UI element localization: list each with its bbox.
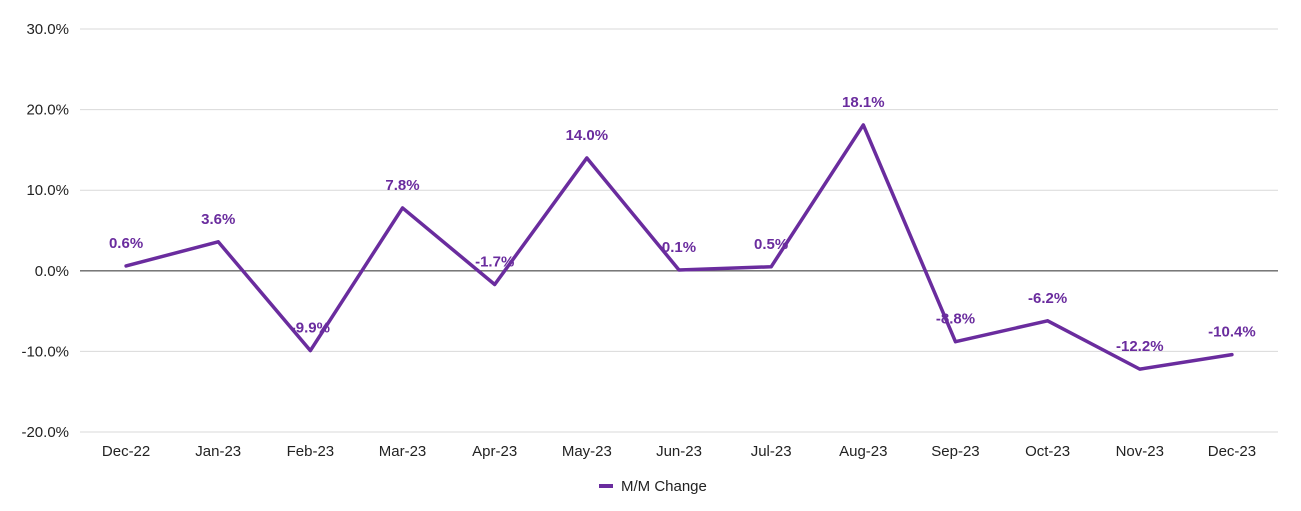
data-point (1046, 319, 1050, 323)
data-label: 18.1% (842, 94, 885, 111)
data-point (124, 264, 128, 268)
data-label: -9.9% (291, 320, 330, 337)
data-label: -12.2% (1116, 338, 1164, 355)
y-tick-label: 30.0% (26, 21, 69, 38)
x-tick-label: Jan-23 (195, 443, 241, 460)
data-point (1138, 367, 1142, 371)
data-point (953, 340, 957, 344)
series-m-m-change (124, 123, 1234, 371)
data-label: 7.8% (385, 177, 419, 194)
data-point (216, 240, 220, 244)
x-tick-label: Apr-23 (472, 443, 517, 460)
data-point (1230, 353, 1234, 357)
x-tick-label: Nov-23 (1116, 443, 1164, 460)
data-labels: 0.6% 3.6% -9.9% 7.8% -1.7% 14.0% 0.1% 0.5% 18.1%… (109, 94, 1256, 355)
data-point (493, 283, 497, 287)
x-tick-label: May-23 (562, 443, 612, 460)
y-tick-label: 0.0% (35, 263, 69, 280)
x-tick-label: Sep-23 (931, 443, 979, 460)
data-label: 0.6% (109, 235, 143, 252)
y-axis-ticks: 30.0% 20.0% 10.0% 0.0% -10.0% -20.0% (21, 21, 69, 441)
data-point (769, 265, 773, 269)
legend-label: M/M Change (621, 478, 707, 495)
data-label: -10.4% (1208, 324, 1256, 341)
x-tick-label: Dec-23 (1208, 443, 1256, 460)
data-point (308, 349, 312, 353)
x-tick-label: Jul-23 (751, 443, 792, 460)
x-tick-label: Jun-23 (656, 443, 702, 460)
data-label: 0.1% (662, 239, 696, 256)
data-label: -1.7% (475, 254, 514, 271)
x-tick-label: Mar-23 (379, 443, 427, 460)
y-tick-label: -10.0% (21, 343, 69, 360)
data-point (401, 206, 405, 210)
data-label: 0.5% (754, 236, 788, 253)
data-point (677, 268, 681, 272)
data-label: -8.8% (936, 311, 975, 328)
data-label: 3.6% (201, 211, 235, 228)
y-tick-label: 10.0% (26, 182, 69, 199)
x-tick-label: Aug-23 (839, 443, 887, 460)
data-label: -6.2% (1028, 290, 1067, 307)
x-axis-ticks: Dec-22 Jan-23 Feb-23 Mar-23 Apr-23 May-23 Jun-… (102, 443, 1256, 460)
x-tick-label: Dec-22 (102, 443, 150, 460)
data-point (585, 156, 589, 160)
y-tick-label: 20.0% (26, 102, 69, 119)
data-label: 14.0% (566, 127, 609, 144)
data-point (861, 123, 865, 127)
legend: M/M Change (599, 478, 707, 495)
gridlines (80, 28, 1278, 433)
y-tick-label: -20.0% (21, 424, 69, 441)
x-tick-label: Oct-23 (1025, 443, 1070, 460)
x-tick-label: Feb-23 (287, 443, 335, 460)
